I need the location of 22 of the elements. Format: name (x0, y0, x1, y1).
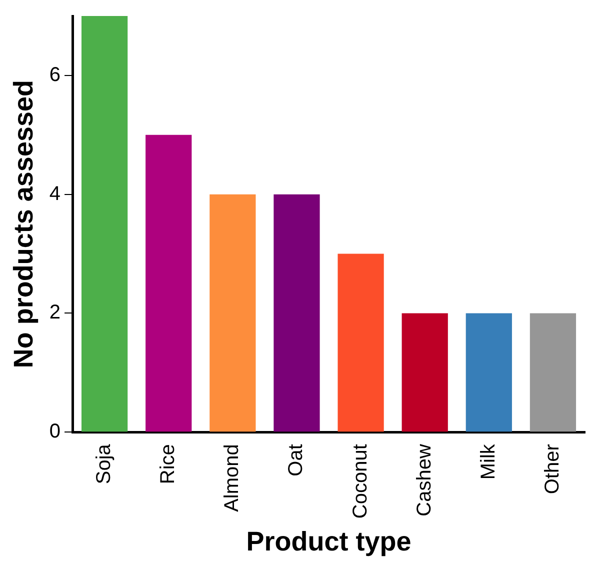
x-tick-label: Rice (157, 444, 180, 484)
bar (402, 313, 448, 432)
x-tick-label: Cashew (413, 444, 436, 516)
y-tick-label: 2 (49, 302, 61, 324)
bar (146, 134, 192, 432)
x-tick-label: Other (541, 444, 564, 494)
y-tick-label: 0 (49, 420, 61, 443)
bar (210, 194, 256, 432)
bar (274, 194, 320, 432)
bar (466, 313, 512, 432)
x-tick-label: Oat (285, 444, 308, 476)
bar (530, 313, 576, 432)
x-tick-label: Coconut (349, 444, 372, 519)
y-tick-label: 4 (49, 182, 61, 205)
y-tick-label: 6 (49, 64, 61, 86)
x-tick-label: Soja (93, 443, 116, 484)
x-tick-label: Milk (477, 443, 500, 480)
y-axis-title: No products assessed (8, 80, 39, 368)
x-axis-title: Product type (246, 526, 412, 556)
x-tick-label: Almond (221, 444, 244, 512)
bar (338, 254, 384, 432)
bar (81, 16, 128, 432)
